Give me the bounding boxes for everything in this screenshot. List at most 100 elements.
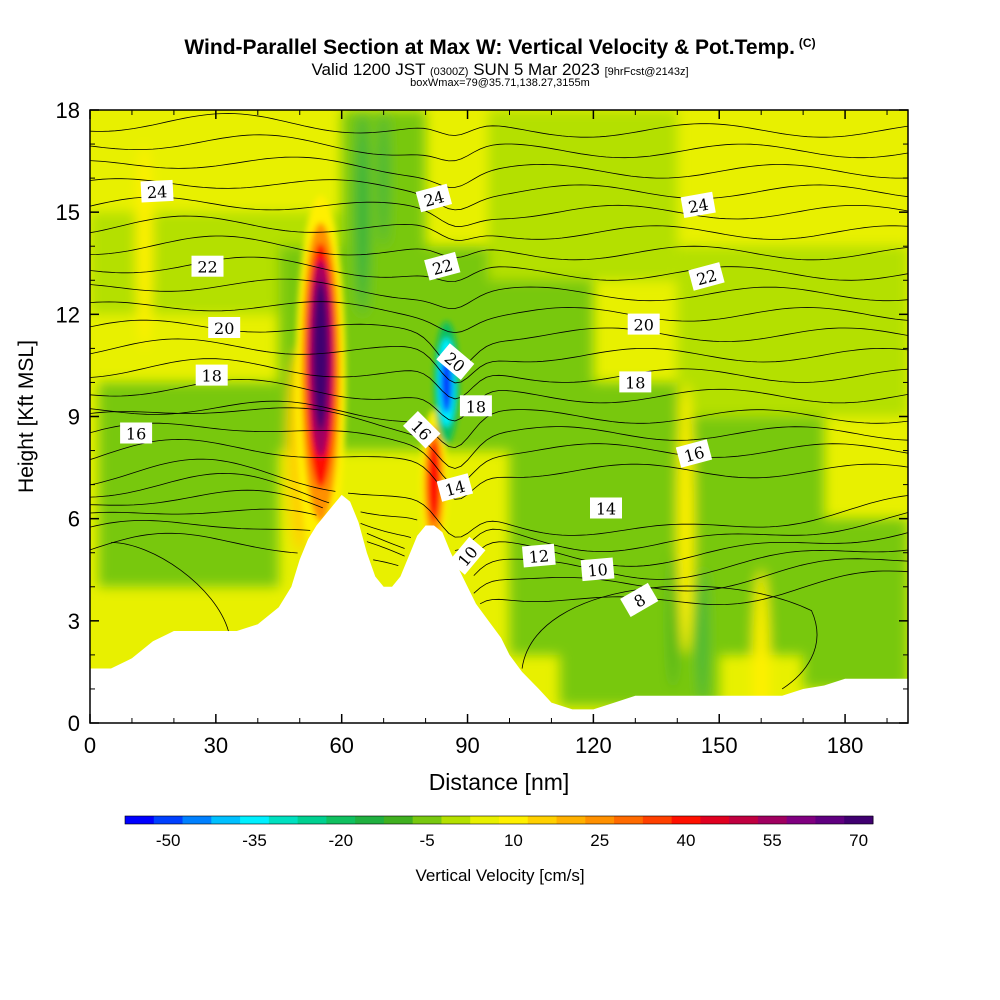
- colorbar-tick-label: 40: [677, 831, 696, 850]
- contour-label: 22: [688, 262, 725, 291]
- colorbar-swatch: [240, 816, 270, 824]
- colorbar-frame: [124, 815, 874, 825]
- colorbar-tick-label: 55: [763, 831, 782, 850]
- contour-label-box: [675, 439, 713, 468]
- contour-label-text: 24: [422, 187, 447, 211]
- colorbar-swatch: [556, 816, 586, 824]
- field-patch: [803, 518, 908, 689]
- contour-label: 18: [195, 364, 228, 386]
- contour-label: 10: [580, 557, 615, 582]
- contour-label: 14: [436, 473, 474, 502]
- colorbar-tick-label: 10: [504, 831, 523, 850]
- valid-date: SUN 5 Mar 2023: [473, 60, 600, 79]
- colorbar-tick-label: -35: [242, 831, 267, 850]
- contour-label-box: [688, 262, 725, 291]
- contour-label: 24: [140, 179, 174, 203]
- contour-label: 24: [680, 191, 716, 219]
- field-blob: [752, 569, 770, 723]
- isentrope-closed: [521, 585, 818, 690]
- isentrope: [90, 520, 311, 531]
- contour-label: 12: [522, 543, 556, 568]
- colorbar-swatch: [642, 816, 673, 824]
- contour-label-text: 10: [587, 560, 609, 581]
- chart-title: Wind-Parallel Section at Max W: Vertical…: [184, 36, 816, 59]
- isentrope: [90, 178, 908, 211]
- contour-label-box: [424, 251, 461, 281]
- isentrope: [479, 570, 908, 606]
- contour-label-box: [140, 179, 174, 203]
- contour-label: 16: [120, 422, 153, 444]
- isentrope: [90, 438, 908, 500]
- copyright-mark: (C): [798, 36, 816, 50]
- field-patch: [488, 110, 678, 281]
- isentrope: [90, 400, 908, 449]
- contour-label-text: 16: [682, 443, 707, 467]
- contour-label: 20: [627, 313, 660, 335]
- contour-label-text: 20: [214, 319, 234, 338]
- contour-label-text: 12: [528, 546, 550, 567]
- colorbar-swatch: [671, 816, 701, 824]
- y-axis-label: Height [Kft MSL]: [15, 340, 38, 493]
- contour-label: 8: [620, 582, 659, 618]
- contour-label: 22: [424, 251, 461, 281]
- contour-label-box: [590, 497, 622, 519]
- field-patch: [98, 382, 279, 587]
- contour-label-box: [403, 411, 441, 449]
- forecast-info: [9hrFcst@2143z]: [604, 66, 689, 78]
- contour-label-box: [436, 473, 474, 502]
- field-blob: [356, 110, 369, 315]
- isentrope: [90, 235, 908, 261]
- colorbar-swatch: [700, 816, 730, 824]
- contour-label-box: [620, 582, 659, 618]
- field-blob: [668, 552, 678, 689]
- valid-time: Valid 1200 JST: [311, 60, 426, 79]
- x-tick-label: 120: [575, 733, 612, 758]
- x-tick-label: 150: [701, 733, 738, 758]
- x-tick-label: 0: [84, 733, 96, 758]
- isentrope: [90, 196, 908, 227]
- isentrope: [90, 422, 908, 486]
- colorbar-tick-label: 25: [590, 831, 609, 850]
- isentrope: [360, 523, 411, 538]
- isentrope: [90, 472, 330, 504]
- contour-label: 24: [415, 183, 453, 213]
- contour-label-text: 22: [197, 258, 217, 277]
- isentrope: [366, 533, 405, 549]
- contour-label: 14: [590, 497, 622, 519]
- colorbar-swatch: [614, 816, 644, 824]
- isentrope: [90, 358, 908, 400]
- boxwmax-line: boxWmax=79@35.71,138.27,3155m: [410, 77, 590, 89]
- isentrope: [90, 134, 908, 162]
- contour-label-text: 22: [694, 266, 719, 290]
- isentrope: [90, 113, 908, 138]
- contour-label-box: [459, 395, 492, 417]
- contour-label-text: 24: [687, 195, 710, 217]
- x-tick-label: 60: [329, 733, 353, 758]
- colorbar-swatch: [326, 816, 356, 824]
- contour-label-text: 22: [430, 255, 455, 279]
- colorbar-swatch: [153, 816, 184, 824]
- terrain: [90, 494, 908, 723]
- contour-label-text: 14: [596, 500, 616, 519]
- colorbar-swatch: [383, 816, 414, 824]
- contour-label-box: [120, 422, 153, 444]
- contour-label-text: 14: [443, 477, 468, 501]
- isentrope: [90, 489, 323, 509]
- x-tick-label: 90: [455, 733, 479, 758]
- colorbar-swatch: [412, 816, 442, 824]
- contour-label: 20: [208, 317, 241, 338]
- isentrope: [90, 278, 908, 309]
- isentrope: [347, 492, 908, 538]
- y-tick-label: 15: [56, 200, 80, 225]
- terrain-layer: [90, 494, 908, 723]
- isentrope: [360, 511, 418, 521]
- colorbar-swatch: [441, 816, 471, 824]
- colorbar-swatch: [815, 816, 845, 824]
- colorbar-swatch: [297, 816, 327, 824]
- isentrope: [90, 338, 908, 384]
- contour-label-box: [619, 371, 652, 393]
- contour-label: 18: [619, 371, 652, 393]
- isentrope: [90, 156, 908, 188]
